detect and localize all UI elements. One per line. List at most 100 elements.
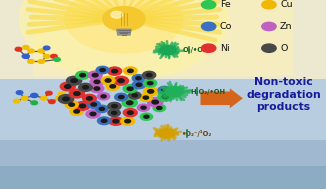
Circle shape — [166, 87, 183, 97]
Circle shape — [63, 99, 70, 103]
Bar — [0, 79, 326, 151]
Circle shape — [152, 100, 158, 104]
Circle shape — [101, 77, 115, 84]
Circle shape — [22, 46, 29, 49]
Circle shape — [22, 54, 29, 58]
Text: Non-toxic
degradation
products: Non-toxic degradation products — [246, 77, 321, 112]
Circle shape — [126, 101, 133, 105]
Circle shape — [146, 74, 152, 77]
Circle shape — [262, 22, 276, 31]
Circle shape — [132, 81, 146, 89]
Circle shape — [127, 87, 133, 90]
Circle shape — [122, 98, 137, 107]
Text: H₂O₂/•OH: H₂O₂/•OH — [191, 89, 226, 95]
Circle shape — [138, 104, 150, 111]
Circle shape — [158, 92, 173, 101]
Circle shape — [46, 91, 52, 95]
Bar — [0, 0, 326, 34]
Circle shape — [13, 99, 20, 103]
Bar — [0, 144, 326, 174]
Circle shape — [101, 119, 107, 122]
Circle shape — [43, 54, 50, 58]
Circle shape — [90, 85, 104, 93]
Circle shape — [142, 71, 156, 79]
Circle shape — [123, 109, 137, 117]
Circle shape — [55, 96, 62, 100]
Circle shape — [71, 79, 77, 83]
Bar — [0, 28, 326, 60]
Circle shape — [96, 105, 108, 112]
Circle shape — [119, 95, 124, 99]
Circle shape — [70, 108, 83, 115]
Circle shape — [148, 98, 163, 107]
Circle shape — [111, 69, 118, 73]
Circle shape — [110, 85, 116, 88]
Circle shape — [31, 93, 38, 98]
Circle shape — [94, 80, 100, 84]
Circle shape — [99, 107, 105, 110]
Circle shape — [51, 54, 57, 58]
Circle shape — [31, 101, 37, 105]
Circle shape — [147, 81, 153, 85]
Circle shape — [141, 106, 146, 109]
Circle shape — [143, 79, 157, 87]
Circle shape — [79, 83, 92, 91]
Circle shape — [111, 111, 117, 114]
Circle shape — [65, 85, 71, 88]
Circle shape — [86, 110, 100, 118]
Circle shape — [127, 111, 133, 114]
Circle shape — [58, 94, 74, 103]
Circle shape — [132, 74, 145, 82]
Circle shape — [97, 93, 110, 100]
Circle shape — [143, 87, 158, 96]
Circle shape — [201, 44, 216, 52]
Text: O₂/•O₂⁻: O₂/•O₂⁻ — [183, 47, 210, 53]
Circle shape — [162, 88, 167, 92]
Circle shape — [136, 77, 141, 80]
Circle shape — [140, 113, 153, 120]
Circle shape — [67, 76, 82, 85]
Circle shape — [63, 97, 69, 101]
Circle shape — [82, 94, 96, 102]
Bar — [0, 166, 326, 189]
Circle shape — [103, 7, 145, 31]
Circle shape — [90, 112, 96, 116]
Circle shape — [65, 101, 78, 108]
Circle shape — [20, 0, 228, 79]
Bar — [0, 85, 326, 110]
Circle shape — [74, 92, 80, 95]
Circle shape — [124, 67, 137, 75]
Circle shape — [49, 100, 55, 104]
Bar — [0, 102, 326, 129]
Circle shape — [113, 76, 128, 85]
Circle shape — [136, 83, 142, 86]
Text: Fe: Fe — [220, 0, 230, 9]
Circle shape — [21, 96, 28, 100]
Circle shape — [127, 69, 133, 72]
Bar — [0, 140, 326, 174]
Circle shape — [38, 60, 45, 63]
Circle shape — [112, 105, 117, 108]
Circle shape — [109, 117, 123, 125]
Circle shape — [75, 102, 90, 110]
Circle shape — [74, 110, 80, 113]
Circle shape — [162, 95, 169, 99]
Circle shape — [76, 71, 89, 79]
Circle shape — [100, 68, 105, 72]
Text: Zn: Zn — [280, 22, 292, 31]
Circle shape — [43, 46, 50, 50]
Circle shape — [83, 86, 88, 89]
Circle shape — [157, 106, 162, 109]
Circle shape — [113, 119, 119, 123]
Circle shape — [16, 91, 23, 94]
Circle shape — [41, 96, 47, 100]
Circle shape — [87, 101, 100, 108]
Circle shape — [108, 67, 122, 75]
Text: O: O — [280, 44, 288, 53]
Circle shape — [38, 49, 45, 53]
Circle shape — [94, 87, 100, 90]
Circle shape — [132, 94, 137, 97]
Circle shape — [69, 103, 75, 106]
Bar — [0, 53, 326, 79]
Bar — [0, 66, 326, 94]
